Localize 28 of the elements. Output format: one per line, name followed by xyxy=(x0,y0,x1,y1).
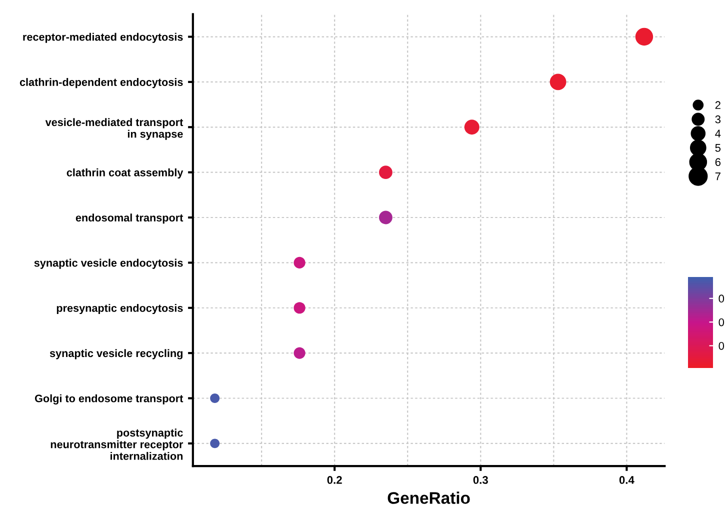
y-tick-label: receptor-mediated endocytosis xyxy=(23,32,183,43)
x-tick-label: 0.2 xyxy=(327,476,342,484)
point xyxy=(294,256,306,268)
y-tick-label: endosomal transport xyxy=(76,214,184,224)
color-bar-label: 0 xyxy=(718,342,724,350)
y-tick-label: postsynaptic neurotransmitter receptor internalization xyxy=(50,428,184,460)
x-tick-label: 0.4 xyxy=(619,476,634,484)
point xyxy=(294,347,306,359)
legend-label: 2 xyxy=(715,101,720,109)
y-tick-label: Golgi to endosome transport xyxy=(34,394,184,404)
y-tick-label: presynaptic endocytosis xyxy=(56,304,183,314)
legend-label: 6 xyxy=(715,158,721,166)
color-bar-label: 0 xyxy=(718,318,724,326)
point xyxy=(294,302,306,314)
legend-label: 3 xyxy=(715,115,721,124)
y-tick-label: synaptic vesicle endocytosis xyxy=(34,258,183,269)
legend-label: 7 xyxy=(715,172,720,180)
x-axis-title: GeneRatio xyxy=(388,492,470,504)
y-tick-label: synaptic vesicle recycling xyxy=(50,349,182,360)
y-tick-label: clathrin coat assembly xyxy=(66,168,184,178)
color-bar-label: 0 xyxy=(718,294,724,303)
legend-label: 5 xyxy=(715,144,721,152)
y-tick-label: clathrin-dependent endocytosis xyxy=(20,78,183,88)
point xyxy=(379,166,392,180)
legend-label: 4 xyxy=(715,130,721,138)
y-tick-label: vesicle-mediated transport in synapse xyxy=(45,118,184,140)
point xyxy=(379,210,392,224)
x-tick-label: 0.3 xyxy=(473,476,488,484)
